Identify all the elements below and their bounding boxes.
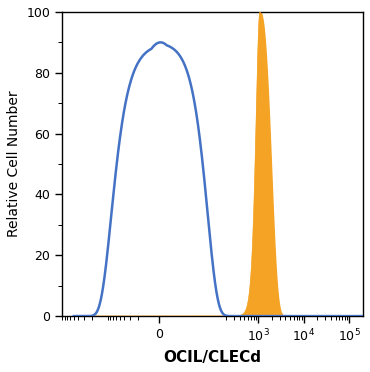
Y-axis label: Relative Cell Number: Relative Cell Number — [7, 91, 21, 237]
X-axis label: OCIL/CLECd: OCIL/CLECd — [164, 350, 262, 365]
